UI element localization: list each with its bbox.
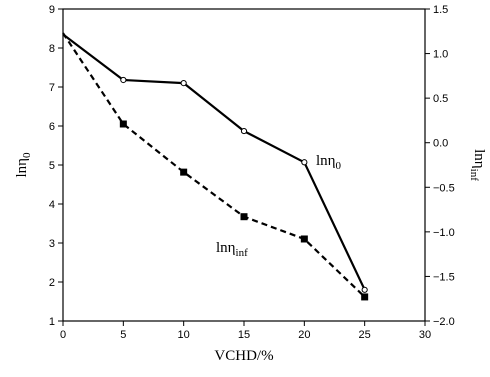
left-y-tick-label: 1 — [49, 316, 55, 328]
right-y-tick-label: −1.0 — [433, 227, 455, 239]
right-y-axis-title: lnηinf — [468, 149, 487, 181]
left-y-axis-title: lnη0 — [14, 152, 33, 178]
series-label-lnetainf: lnηinf — [216, 240, 248, 259]
data-point-lneta0 — [180, 80, 187, 87]
left-y-tick-label: 7 — [49, 82, 55, 94]
series-label-lneta0: lnη0 — [316, 153, 342, 172]
data-point-lnetainf — [361, 293, 369, 301]
left-y-tick-label: 5 — [49, 160, 55, 172]
x-tick-label: 10 — [178, 329, 190, 341]
left-y-axis-ticks: 1 2 3 4 5 6 7 8 9 — [49, 4, 63, 328]
x-tick-label: 5 — [120, 329, 126, 341]
series-line-lneta0 — [62, 33, 366, 291]
x-axis-title: VCHD/% — [214, 348, 273, 364]
data-point-lneta0 — [240, 127, 248, 135]
right-y-tick-label: 0.0 — [433, 138, 448, 150]
series-line-lnetainf — [62, 32, 366, 298]
data-point-lneta0 — [361, 286, 368, 293]
right-y-tick-label: 0.5 — [433, 93, 448, 105]
right-y-tick-label: −1.5 — [433, 271, 455, 283]
x-tick-label: 0 — [60, 329, 66, 341]
x-tick-label: 30 — [419, 329, 431, 341]
data-point-lnetainf — [240, 213, 248, 221]
data-point-lneta0 — [120, 76, 127, 84]
data-point-lnetainf — [300, 235, 308, 243]
series-lines — [62, 32, 366, 298]
right-y-tick-label: −2.0 — [433, 316, 455, 328]
x-tick-label: 15 — [238, 329, 250, 341]
left-y-tick-label: 8 — [49, 43, 55, 55]
left-y-tick-label: 2 — [49, 277, 55, 289]
left-y-tick-label: 4 — [49, 199, 55, 211]
series-markers — [119, 76, 369, 301]
left-y-tick-label: 9 — [49, 4, 55, 16]
right-y-tick-label: −0.5 — [433, 182, 455, 194]
left-y-tick-label: 3 — [49, 238, 55, 250]
data-point-lneta0 — [301, 159, 308, 166]
data-point-lnetainf — [119, 120, 127, 128]
plot-frame — [62, 8, 426, 322]
right-y-axis-ticks: 1.5 1.0 0.5 0.0 −0.5 −1.0 −1.5 −2.0 — [425, 4, 455, 328]
right-y-tick-label: 1.5 — [433, 4, 448, 16]
x-axis-ticks: 0 5 10 15 20 25 30 — [60, 321, 431, 341]
left-y-tick-label: 6 — [49, 121, 55, 133]
x-tick-label: 25 — [359, 329, 371, 341]
data-point-lnetainf — [180, 168, 188, 176]
right-y-tick-label: 1.0 — [433, 49, 448, 61]
x-tick-label: 20 — [298, 329, 310, 341]
